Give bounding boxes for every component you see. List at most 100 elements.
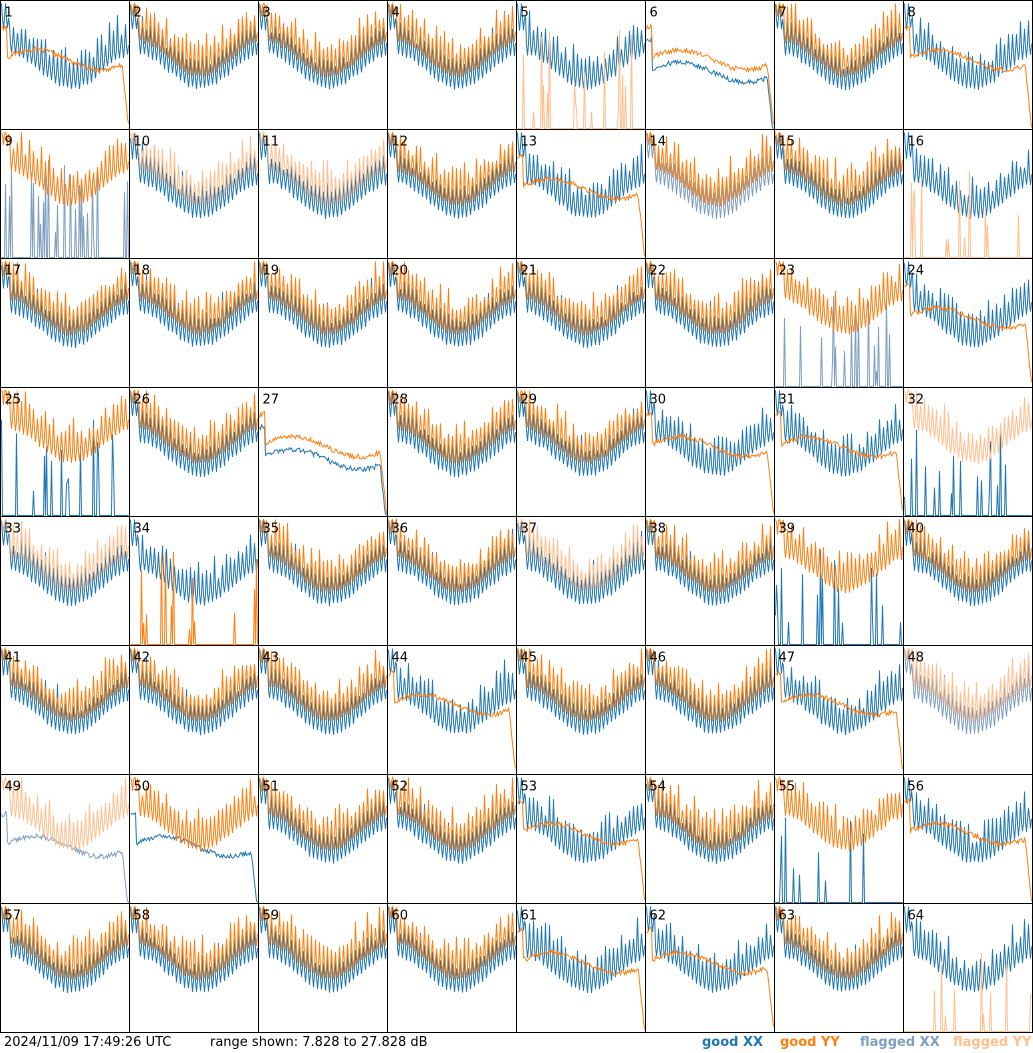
panel-16: 16: [903, 129, 1033, 259]
panel-34: 34: [129, 516, 259, 646]
series-yy-good: [775, 259, 903, 335]
panel-label: 36: [392, 522, 409, 537]
panel-label: 32: [908, 393, 925, 408]
panel-24: 24: [903, 258, 1033, 388]
panel-label: 5: [521, 6, 529, 21]
series-yy-good: [517, 797, 645, 901]
panel-label: 15: [779, 135, 796, 150]
panel-44: 44: [387, 645, 517, 775]
series-yy-good: [259, 647, 387, 721]
series-yy-good: [130, 551, 258, 645]
series-xx-good: [517, 521, 645, 605]
panel-label: 1: [5, 6, 13, 21]
panel-64: 64: [903, 903, 1033, 1033]
series-yy-good: [130, 260, 258, 336]
panel-63: 63: [774, 903, 904, 1033]
series-yy-flagged: [904, 647, 1032, 723]
series-yy-good: [775, 776, 903, 852]
series-yy-flagged: [904, 170, 1032, 258]
series-yy-good: [388, 389, 516, 465]
panel-52: 52: [387, 774, 517, 904]
panel-label: 30: [650, 393, 667, 408]
panel-label: 44: [392, 651, 409, 666]
series-xx-good: [388, 906, 516, 993]
panel-6: 6: [645, 0, 775, 130]
panel-9: 9: [0, 129, 130, 259]
series-xx-good: [904, 261, 1032, 348]
panel-label: 4: [392, 6, 400, 21]
panel-frame: [645, 0, 775, 130]
series-xx-good: [259, 648, 387, 735]
series-xx-good: [130, 812, 258, 903]
series-yy-flagged: [904, 389, 1032, 465]
panel-41: 41: [0, 645, 130, 775]
series-xx-good: [904, 777, 1032, 863]
panel-28: 28: [387, 387, 517, 517]
panel-label: 43: [263, 651, 280, 666]
panel-37: 37: [516, 516, 646, 646]
panel-label: 12: [392, 135, 409, 150]
panel-62: 62: [645, 903, 775, 1033]
series-yy-good: [259, 518, 387, 594]
series-xx-good: [904, 428, 1032, 516]
panel-label: 26: [134, 393, 151, 408]
panel-35: 35: [258, 516, 388, 646]
panel-label: 18: [134, 264, 151, 279]
series-yy-good: [388, 517, 516, 593]
panel-33: 33: [0, 516, 130, 646]
series-yy-good: [1, 647, 129, 723]
panel-label: 19: [263, 264, 280, 279]
series-xx-good: [130, 648, 258, 736]
panel-label: 48: [908, 651, 925, 666]
panel-label: 45: [521, 651, 538, 666]
panel-label: 33: [5, 522, 22, 537]
panel-frame: [258, 387, 388, 517]
panel-label: 11: [263, 135, 280, 150]
series-xx-good: [1, 3, 129, 90]
series-yy-good: [775, 131, 903, 207]
series-yy-good: [775, 518, 903, 594]
series-xx-good: [1, 648, 129, 735]
series-xx-good: [646, 519, 774, 606]
series-xx-good: [775, 390, 903, 477]
range-text: range shown: 7.828 to 27.828 dB: [210, 1035, 428, 1050]
series-yy-flagged: [517, 517, 645, 593]
series-xx-good: [904, 132, 1032, 219]
series-xx-flagged: [775, 296, 903, 387]
series-yy-good: [1, 389, 129, 463]
series-xx-good: [517, 3, 645, 90]
panel-label: 35: [263, 522, 280, 537]
series-xx-good: [130, 519, 258, 606]
series-yy-good: [259, 904, 387, 980]
series-xx-good: [646, 777, 774, 865]
series-yy-good: [259, 776, 387, 851]
series-yy-good: [259, 2, 387, 78]
series-xx-good: [259, 906, 387, 993]
series-yy-good: [259, 260, 387, 336]
series-yy-flagged: [1, 518, 129, 594]
panel-label: 13: [521, 135, 538, 150]
series-xx-good: [130, 390, 258, 478]
panel-10: 10: [129, 129, 259, 259]
panel-2: 2: [129, 0, 259, 130]
series-xx-good: [904, 906, 1032, 993]
panel-27: 27: [258, 387, 388, 517]
panel-label: 38: [650, 522, 667, 537]
panel-31: 31: [774, 387, 904, 517]
series-yy-good: [775, 410, 903, 510]
panel-1: 1: [0, 0, 130, 130]
panel-43: 43: [258, 645, 388, 775]
panel-label: 51: [263, 780, 280, 795]
series-yy-good: [259, 410, 387, 514]
panel-label: 64: [908, 909, 925, 924]
timestamp: 2024/11/09 17:49:26 UTC: [4, 1035, 172, 1050]
series-yy-good: [1, 260, 129, 336]
panel-label: 3: [263, 6, 271, 21]
series-yy-flagged: [130, 131, 258, 207]
panel-22: 22: [645, 258, 775, 388]
series-xx-good: [130, 3, 258, 90]
panel-20: 20: [387, 258, 517, 388]
panel-47: 47: [774, 645, 904, 775]
panel-32: 32: [903, 387, 1033, 517]
